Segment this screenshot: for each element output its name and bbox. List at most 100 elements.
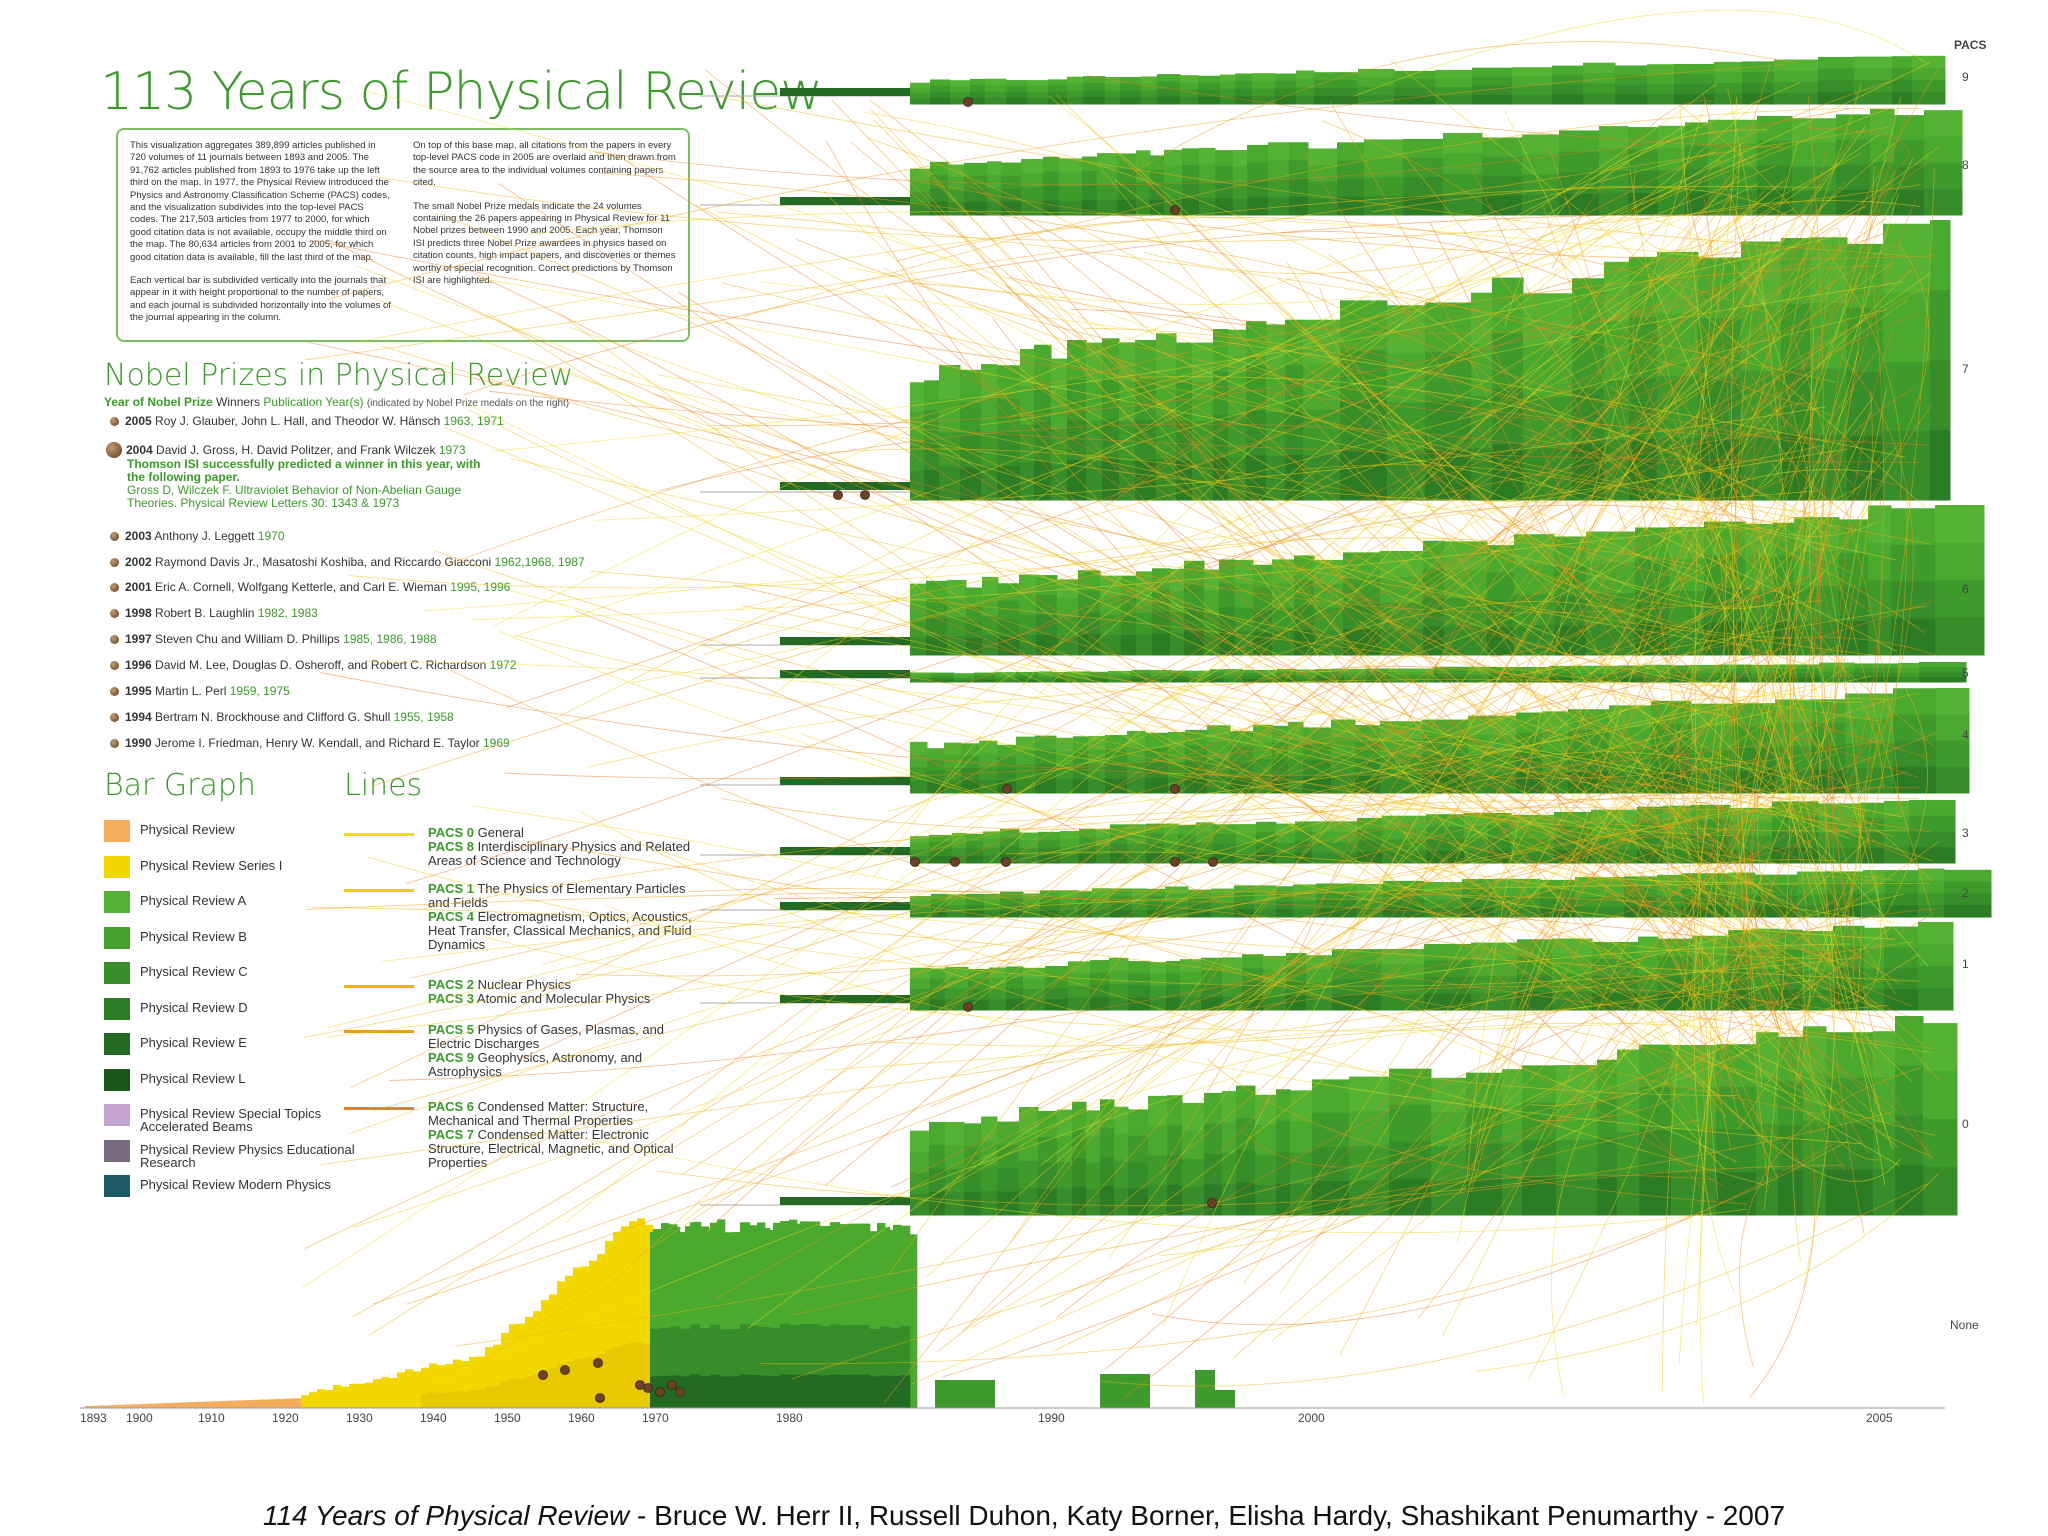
volume-bar xyxy=(1220,89,1236,98)
pacs-description: Electromagnetism, Optics, Acoustics, Hea… xyxy=(428,909,692,952)
citation-line xyxy=(574,732,1938,977)
volume-bar xyxy=(1088,778,1106,794)
volume-bar xyxy=(1845,693,1894,719)
citation-line xyxy=(848,141,1745,880)
pacs-description: Physics of Gases, Plasmas, and Electric … xyxy=(428,1022,665,1051)
volume-bar xyxy=(690,1374,701,1408)
volume-bar xyxy=(1618,677,1645,683)
volume-bar xyxy=(910,780,928,794)
citation-line xyxy=(508,589,1839,1094)
volume-bar xyxy=(1818,68,1855,81)
volume-bar xyxy=(1290,1090,1313,1123)
volume-bar xyxy=(1552,75,1584,86)
volume-bar xyxy=(939,364,961,400)
time-tick-label: 1900 xyxy=(126,1411,153,1425)
volume-bar xyxy=(1289,142,1309,161)
citation-line xyxy=(1681,197,1738,948)
volume-bar xyxy=(1296,672,1317,677)
volume-bar xyxy=(1349,1145,1390,1181)
volume-bar xyxy=(1366,668,1390,673)
volume-bar xyxy=(421,1393,430,1408)
nobel-sub-pub: Publication Year(s) xyxy=(263,395,364,409)
volume-bar xyxy=(1021,186,1044,202)
volume-bar xyxy=(1131,672,1152,677)
volume-bar xyxy=(1255,1184,1277,1216)
volume-bar xyxy=(1185,777,1208,794)
volume-bar xyxy=(1108,679,1132,683)
volume-bar xyxy=(1364,177,1404,197)
volume-bar xyxy=(1615,94,1648,105)
volume-bar xyxy=(966,893,985,901)
volume-bar xyxy=(981,1190,998,1216)
nobel-year: 1990 xyxy=(125,736,152,750)
citation-line xyxy=(349,711,1772,1135)
nobel-publication-years: 1973 xyxy=(438,443,466,457)
volume-bar xyxy=(1151,675,1173,680)
volume-bar xyxy=(1048,91,1068,99)
volume-bar xyxy=(1357,851,1383,864)
citation-line xyxy=(825,139,1715,1050)
volume-bar xyxy=(1222,970,1243,985)
volume-bar xyxy=(1188,889,1212,897)
volume-bar xyxy=(1222,1122,1237,1154)
volume-bar xyxy=(261,1399,270,1408)
volume-bar xyxy=(1182,164,1200,183)
volume-bar xyxy=(1892,68,1913,81)
volume-bar xyxy=(1035,735,1057,751)
volume-bar xyxy=(870,1328,881,1408)
volume-bar xyxy=(1110,824,1128,835)
volume-bar xyxy=(565,1361,574,1408)
volume-bar xyxy=(1268,142,1290,161)
volume-bar xyxy=(1182,148,1200,166)
volume-bar xyxy=(1918,892,1945,906)
volume-bar xyxy=(1435,86,1473,96)
citation-line xyxy=(929,140,1898,851)
volume-bar xyxy=(1812,722,1846,747)
citation-line xyxy=(483,936,1890,1032)
volume-bar xyxy=(213,1401,222,1408)
volume-bar xyxy=(930,201,949,216)
volume-bar xyxy=(930,188,949,203)
volume-bar xyxy=(1105,76,1121,85)
citation-line xyxy=(405,157,1936,885)
citation-line xyxy=(1018,859,1837,1117)
volume-bar xyxy=(947,911,967,918)
volume-bar xyxy=(1332,964,1382,981)
volume-bar xyxy=(995,674,1016,678)
volume-bar xyxy=(1180,984,1202,998)
citation-line xyxy=(1084,327,1846,534)
volume-bar xyxy=(1253,609,1273,633)
volume-bar xyxy=(1314,72,1359,81)
pacs-row-label: 3 xyxy=(1962,826,1969,840)
volume-bar xyxy=(1120,97,1142,105)
volume-bar xyxy=(760,1227,771,1408)
volume-bar xyxy=(1141,76,1158,84)
volume-bar xyxy=(1178,834,1197,845)
volume-bar xyxy=(1599,192,1629,216)
citation-line xyxy=(1458,134,1880,419)
caption-authors: - Bruce W. Herr II, Russell Duhon, Katy … xyxy=(629,1500,1786,1531)
citation-line xyxy=(1100,168,1924,1046)
citation-line xyxy=(1749,495,1816,855)
volume-bar xyxy=(966,855,984,864)
volume-bar xyxy=(998,637,1020,656)
line-swatch xyxy=(344,833,414,836)
volume-bar xyxy=(1489,666,1530,672)
citation-line xyxy=(1690,382,1767,785)
legend-swatch xyxy=(104,820,130,842)
volume-bar xyxy=(1236,833,1257,845)
volume-bar xyxy=(964,188,988,203)
volume-bar xyxy=(1826,1077,1874,1125)
citation-line xyxy=(721,266,1922,733)
volume-bar xyxy=(730,1232,741,1408)
citation-line xyxy=(886,207,1795,755)
volume-bar xyxy=(1472,67,1513,78)
volume-bar xyxy=(1923,1119,1958,1168)
volume-bar xyxy=(952,847,967,856)
volume-bar xyxy=(830,1374,841,1408)
volume-bar xyxy=(1146,843,1165,854)
volume-bar xyxy=(1235,559,1254,585)
volume-bar xyxy=(605,1240,614,1408)
volume-bar xyxy=(1268,160,1290,180)
volume-bar xyxy=(1674,83,1715,95)
